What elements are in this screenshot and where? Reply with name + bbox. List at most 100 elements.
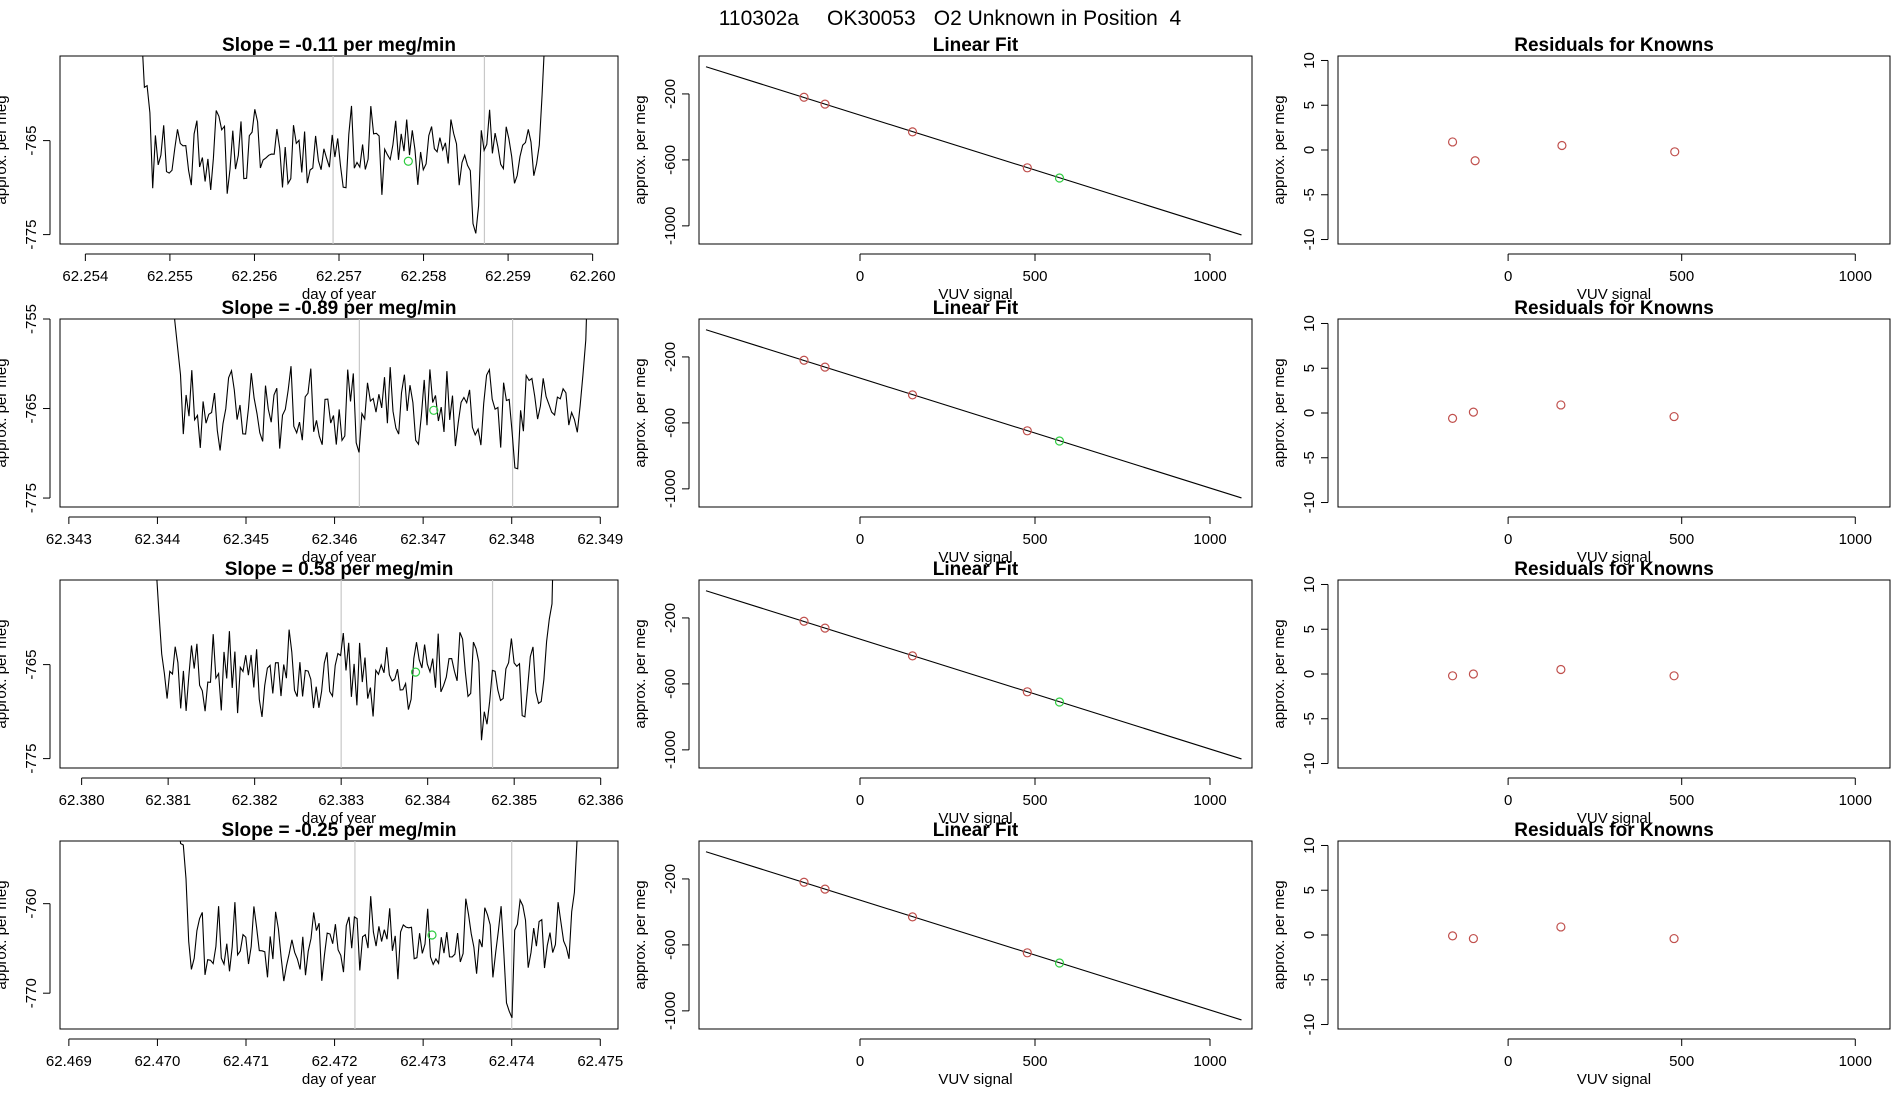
x-tick-label: 62.386: [578, 792, 624, 809]
plot-frame: [698, 579, 1253, 769]
x-tick-label: 62.385: [491, 792, 537, 809]
y-tick-label: -10: [1301, 1014, 1318, 1036]
x-tick-label: 62.380: [59, 792, 105, 809]
plot-frame: [1337, 579, 1891, 769]
x-tick-label: 500: [1669, 792, 1694, 809]
x-tick-label: 62.472: [312, 1053, 358, 1070]
signal-trace: [142, 56, 545, 234]
residual-point: [1556, 922, 1566, 932]
residual-point: [1468, 669, 1478, 679]
x-tick-label: 62.343: [46, 531, 92, 548]
x-tick-label: 0: [1504, 531, 1512, 548]
y-tick-label: -5: [1301, 188, 1318, 201]
plot-frame: [1337, 318, 1891, 508]
residual-point: [1556, 400, 1566, 410]
y-tick-label: -760: [23, 889, 40, 919]
x-axis-label: VUV signal: [1577, 1071, 1651, 1088]
y-axis-label: approx. per meg: [0, 358, 10, 467]
x-tick-label: 62.259: [485, 268, 531, 285]
y-tick-label: -765: [23, 126, 40, 156]
panel-linear-fit-row-4: Linear Fit VUV signal approx. per meg 0 500 1…: [632, 820, 1253, 1088]
y-tick-label: 0: [1301, 931, 1318, 939]
x-tick-label: 62.347: [400, 531, 446, 548]
x-tick-label: 62.256: [232, 268, 278, 285]
x-tick-label: 62.260: [570, 268, 616, 285]
run-id: 110302a: [719, 7, 800, 30]
x-tick-label: 500: [1022, 531, 1047, 548]
panel-linear-fit-row-3: Linear Fit VUV signal approx. per meg 0 500 1…: [632, 559, 1253, 827]
known-point: [1022, 426, 1032, 436]
plot-area: [1447, 137, 1680, 166]
y-tick-label: 0: [1301, 670, 1318, 678]
known-point: [1022, 948, 1032, 958]
x-tick-label: 62.382: [232, 792, 278, 809]
y-tick-label: 10: [1301, 52, 1318, 69]
x-tick-label: 0: [1504, 268, 1512, 285]
panel-residuals-row-2: Residuals for Knowns VUV signal approx. pe…: [1271, 298, 1891, 566]
y-tick-label: -200: [662, 603, 679, 633]
panel-time-series-row-1: Slope = -0.11 per meg/min day of year appr…: [0, 35, 619, 303]
x-tick-label: 62.469: [46, 1053, 92, 1070]
plot-area: [1447, 400, 1679, 423]
residual-point: [1669, 671, 1679, 681]
panel-title: Slope = -0.11 per meg/min: [222, 35, 456, 56]
y-tick-label: -1000: [662, 992, 679, 1030]
panel-title: Linear Fit: [933, 820, 1019, 841]
x-tick-label: 1000: [1193, 1053, 1226, 1070]
fit-line: [705, 329, 1242, 499]
plot-area: [179, 841, 578, 1029]
y-tick-label: 5: [1301, 364, 1318, 372]
y-tick-label: -775: [23, 220, 40, 250]
panel-title: Linear Fit: [933, 298, 1019, 319]
plot-area: [705, 851, 1242, 1021]
signal-trace: [179, 841, 578, 1019]
known-point: [1022, 163, 1032, 173]
known-point: [907, 127, 918, 137]
y-axis-label: approx. per meg: [632, 95, 649, 204]
known-point: [799, 616, 809, 626]
x-tick-label: 62.349: [577, 531, 623, 548]
y-tick-label: 10: [1301, 315, 1318, 332]
plot-frame: [698, 840, 1253, 1030]
panel-title: Residuals for Knowns: [1514, 298, 1714, 319]
y-tick-label: -5: [1301, 973, 1318, 986]
y-tick-label: 5: [1301, 625, 1318, 633]
y-tick-label: -770: [23, 978, 40, 1008]
plot-area: [1447, 922, 1679, 944]
x-tick-label: 0: [856, 792, 864, 809]
known-point: [820, 99, 830, 109]
panel-title: Slope = 0.58 per meg/min: [225, 559, 454, 580]
unknown-description: O2 Unknown in Position 4: [934, 7, 1182, 30]
x-tick-label: 62.475: [577, 1053, 623, 1070]
x-axis-label: VUV signal: [1577, 286, 1651, 303]
plot-area: [705, 329, 1242, 499]
residual-point: [1447, 931, 1458, 941]
x-tick-label: 500: [1022, 268, 1047, 285]
panel-title: Slope = -0.89 per meg/min: [222, 298, 457, 319]
known-point: [799, 92, 809, 102]
plot-area: [705, 590, 1242, 760]
unknown-point: [1054, 436, 1065, 446]
y-tick-label: -200: [662, 864, 679, 894]
y-tick-label: -5: [1301, 451, 1318, 464]
x-axis-label: VUV signal: [1577, 810, 1651, 827]
residual-point: [1556, 664, 1566, 675]
panel-linear-fit-row-1: Linear Fit VUV signal approx. per meg 0 500 1…: [632, 35, 1253, 303]
x-tick-label: 1000: [1193, 792, 1226, 809]
y-tick-label: -600: [662, 669, 679, 699]
unknown-point: [1054, 697, 1065, 707]
y-tick-label: 10: [1301, 576, 1318, 593]
residual-point: [1468, 933, 1478, 944]
y-tick-label: -600: [662, 145, 679, 175]
fit-line: [705, 851, 1242, 1021]
plot-frame: [698, 55, 1253, 245]
y-tick-label: 0: [1301, 146, 1318, 154]
x-axis-label: day of year: [302, 810, 376, 827]
y-axis-label: approx. per meg: [1271, 358, 1288, 467]
panel-residuals-row-4: Residuals for Knowns VUV signal approx. pe…: [1271, 820, 1891, 1088]
unknown-point: [1054, 173, 1065, 183]
y-axis-label: approx. per meg: [1271, 619, 1288, 728]
x-tick-label: 62.254: [62, 268, 108, 285]
x-tick-label: 1000: [1193, 531, 1226, 548]
